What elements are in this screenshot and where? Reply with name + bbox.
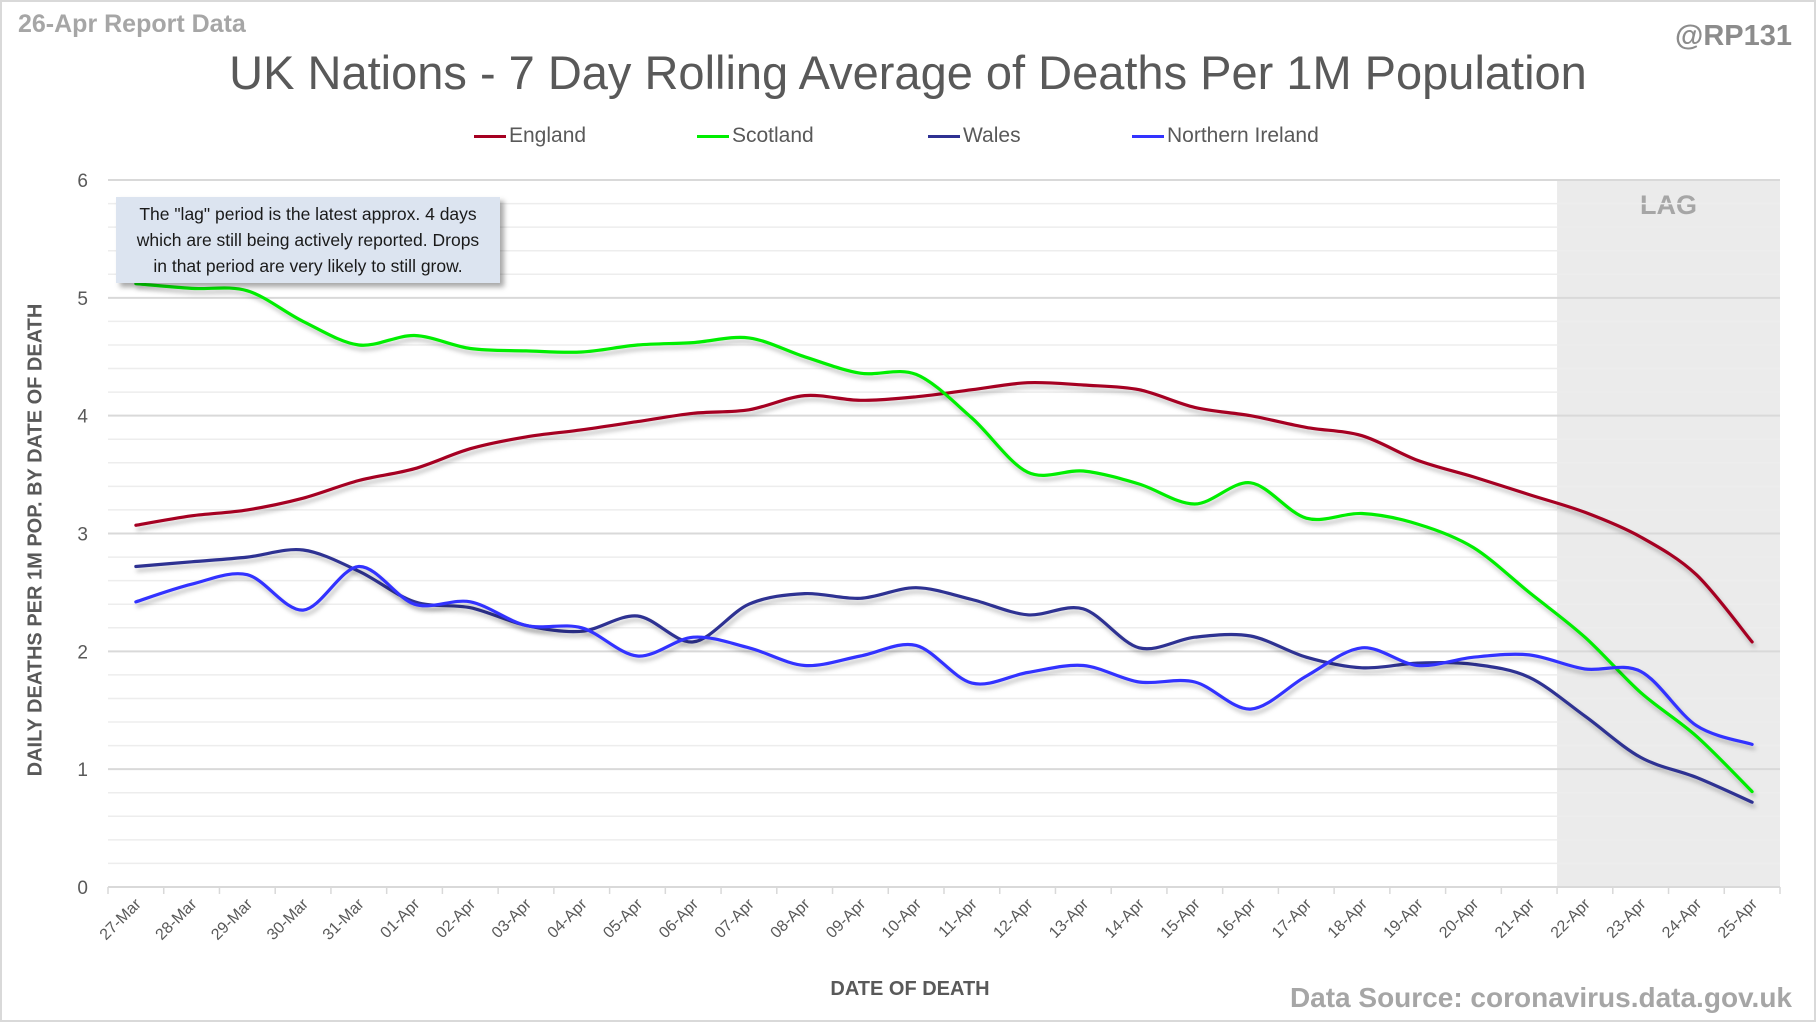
y-tick-label: 3 xyxy=(77,525,88,546)
x-tick-label: 22-Apr xyxy=(1548,895,1594,941)
legend-swatch-wales xyxy=(928,134,960,138)
x-tick-label: 31-Mar xyxy=(320,895,368,943)
x-tick-label: 14-Apr xyxy=(1102,895,1148,941)
legend-label: Wales xyxy=(963,124,1021,147)
x-tick-label: 29-Mar xyxy=(208,895,256,943)
lag-label: LAG xyxy=(1640,190,1697,220)
x-tick-label: 13-Apr xyxy=(1046,895,1092,941)
x-tick-label: 23-Apr xyxy=(1604,895,1650,941)
lag-note-line-3: in that period are very likely to still … xyxy=(153,256,463,276)
legend-item-scotland: Scotland xyxy=(697,124,814,148)
x-tick-label: 20-Apr xyxy=(1436,895,1482,941)
legend-item-wales: Wales xyxy=(928,124,1021,148)
y-axis-title: DAILY DEATHS PER 1M POP. BY DATE OF DEAT… xyxy=(24,303,47,777)
x-tick-label: 10-Apr xyxy=(879,895,925,941)
x-tick-label: 17-Apr xyxy=(1269,895,1315,941)
y-tick-label: 1 xyxy=(77,760,88,781)
author-handle: @RP131 xyxy=(1675,20,1792,52)
x-tick-label: 28-Mar xyxy=(153,895,201,943)
legend-label: Scotland xyxy=(732,124,814,147)
data-source: Data Source: coronavirus.data.gov.uk xyxy=(1289,982,1792,1013)
x-tick-label: 01-Apr xyxy=(377,895,423,941)
series-line-scotland xyxy=(134,282,1754,794)
lag-note-line-1: The "lag" period is the latest approx. 4… xyxy=(139,204,477,224)
y-tick-label: 5 xyxy=(77,289,88,310)
legend-label: England xyxy=(509,124,587,147)
x-tick-label: 15-Apr xyxy=(1158,895,1204,941)
legend-swatch-northern-ireland xyxy=(1132,134,1164,138)
x-tick-label: 19-Apr xyxy=(1381,895,1427,941)
x-tick-label: 03-Apr xyxy=(489,895,535,941)
legend-swatch-scotland xyxy=(697,134,729,138)
x-tick-label: 24-Apr xyxy=(1659,895,1705,941)
x-tick-label: 27-Mar xyxy=(97,895,145,943)
x-tick-label: 06-Apr xyxy=(656,895,702,941)
x-tick-label: 07-Apr xyxy=(712,895,758,941)
x-tick-label: 05-Apr xyxy=(600,895,646,941)
series-line-northern-ireland xyxy=(134,564,1754,746)
x-tick-label: 18-Apr xyxy=(1325,895,1371,941)
legend-label: Northern Ireland xyxy=(1167,124,1319,147)
series-line-england xyxy=(134,380,1754,644)
x-tick-label: 30-Mar xyxy=(264,895,312,943)
legend-item-northern-ireland: Northern Ireland xyxy=(1132,124,1319,148)
x-tick-label: 04-Apr xyxy=(545,895,591,941)
x-tick-label: 25-Apr xyxy=(1715,895,1761,941)
y-tick-label: 4 xyxy=(77,407,88,428)
x-tick-label: 08-Apr xyxy=(768,895,814,941)
chart-title: UK Nations - 7 Day Rolling Average of De… xyxy=(229,46,1587,99)
x-axis-title: DATE OF DEATH xyxy=(830,978,990,1000)
series-line-wales xyxy=(134,547,1754,804)
x-tick-label: 02-Apr xyxy=(433,895,479,941)
x-tick-label: 21-Apr xyxy=(1492,895,1538,941)
y-tick-label: 2 xyxy=(77,642,88,663)
y-tick-label: 0 xyxy=(77,878,88,899)
x-tick-label: 09-Apr xyxy=(823,895,869,941)
legend-swatch-england xyxy=(474,134,506,138)
legend: England Scotland Wales Northern Ireland xyxy=(0,124,1816,154)
x-tick-label: 12-Apr xyxy=(990,895,1036,941)
x-tick-label: 11-Apr xyxy=(936,895,982,941)
x-tick-label: 16-Apr xyxy=(1213,895,1259,941)
y-tick-label: 6 xyxy=(77,171,88,192)
legend-item-england: England xyxy=(474,124,586,148)
lag-note-box: The "lag" period is the latest approx. 4… xyxy=(116,197,500,283)
report-date: 26-Apr Report Data xyxy=(18,10,246,38)
lag-note-line-2: which are still being actively reported.… xyxy=(136,230,480,250)
